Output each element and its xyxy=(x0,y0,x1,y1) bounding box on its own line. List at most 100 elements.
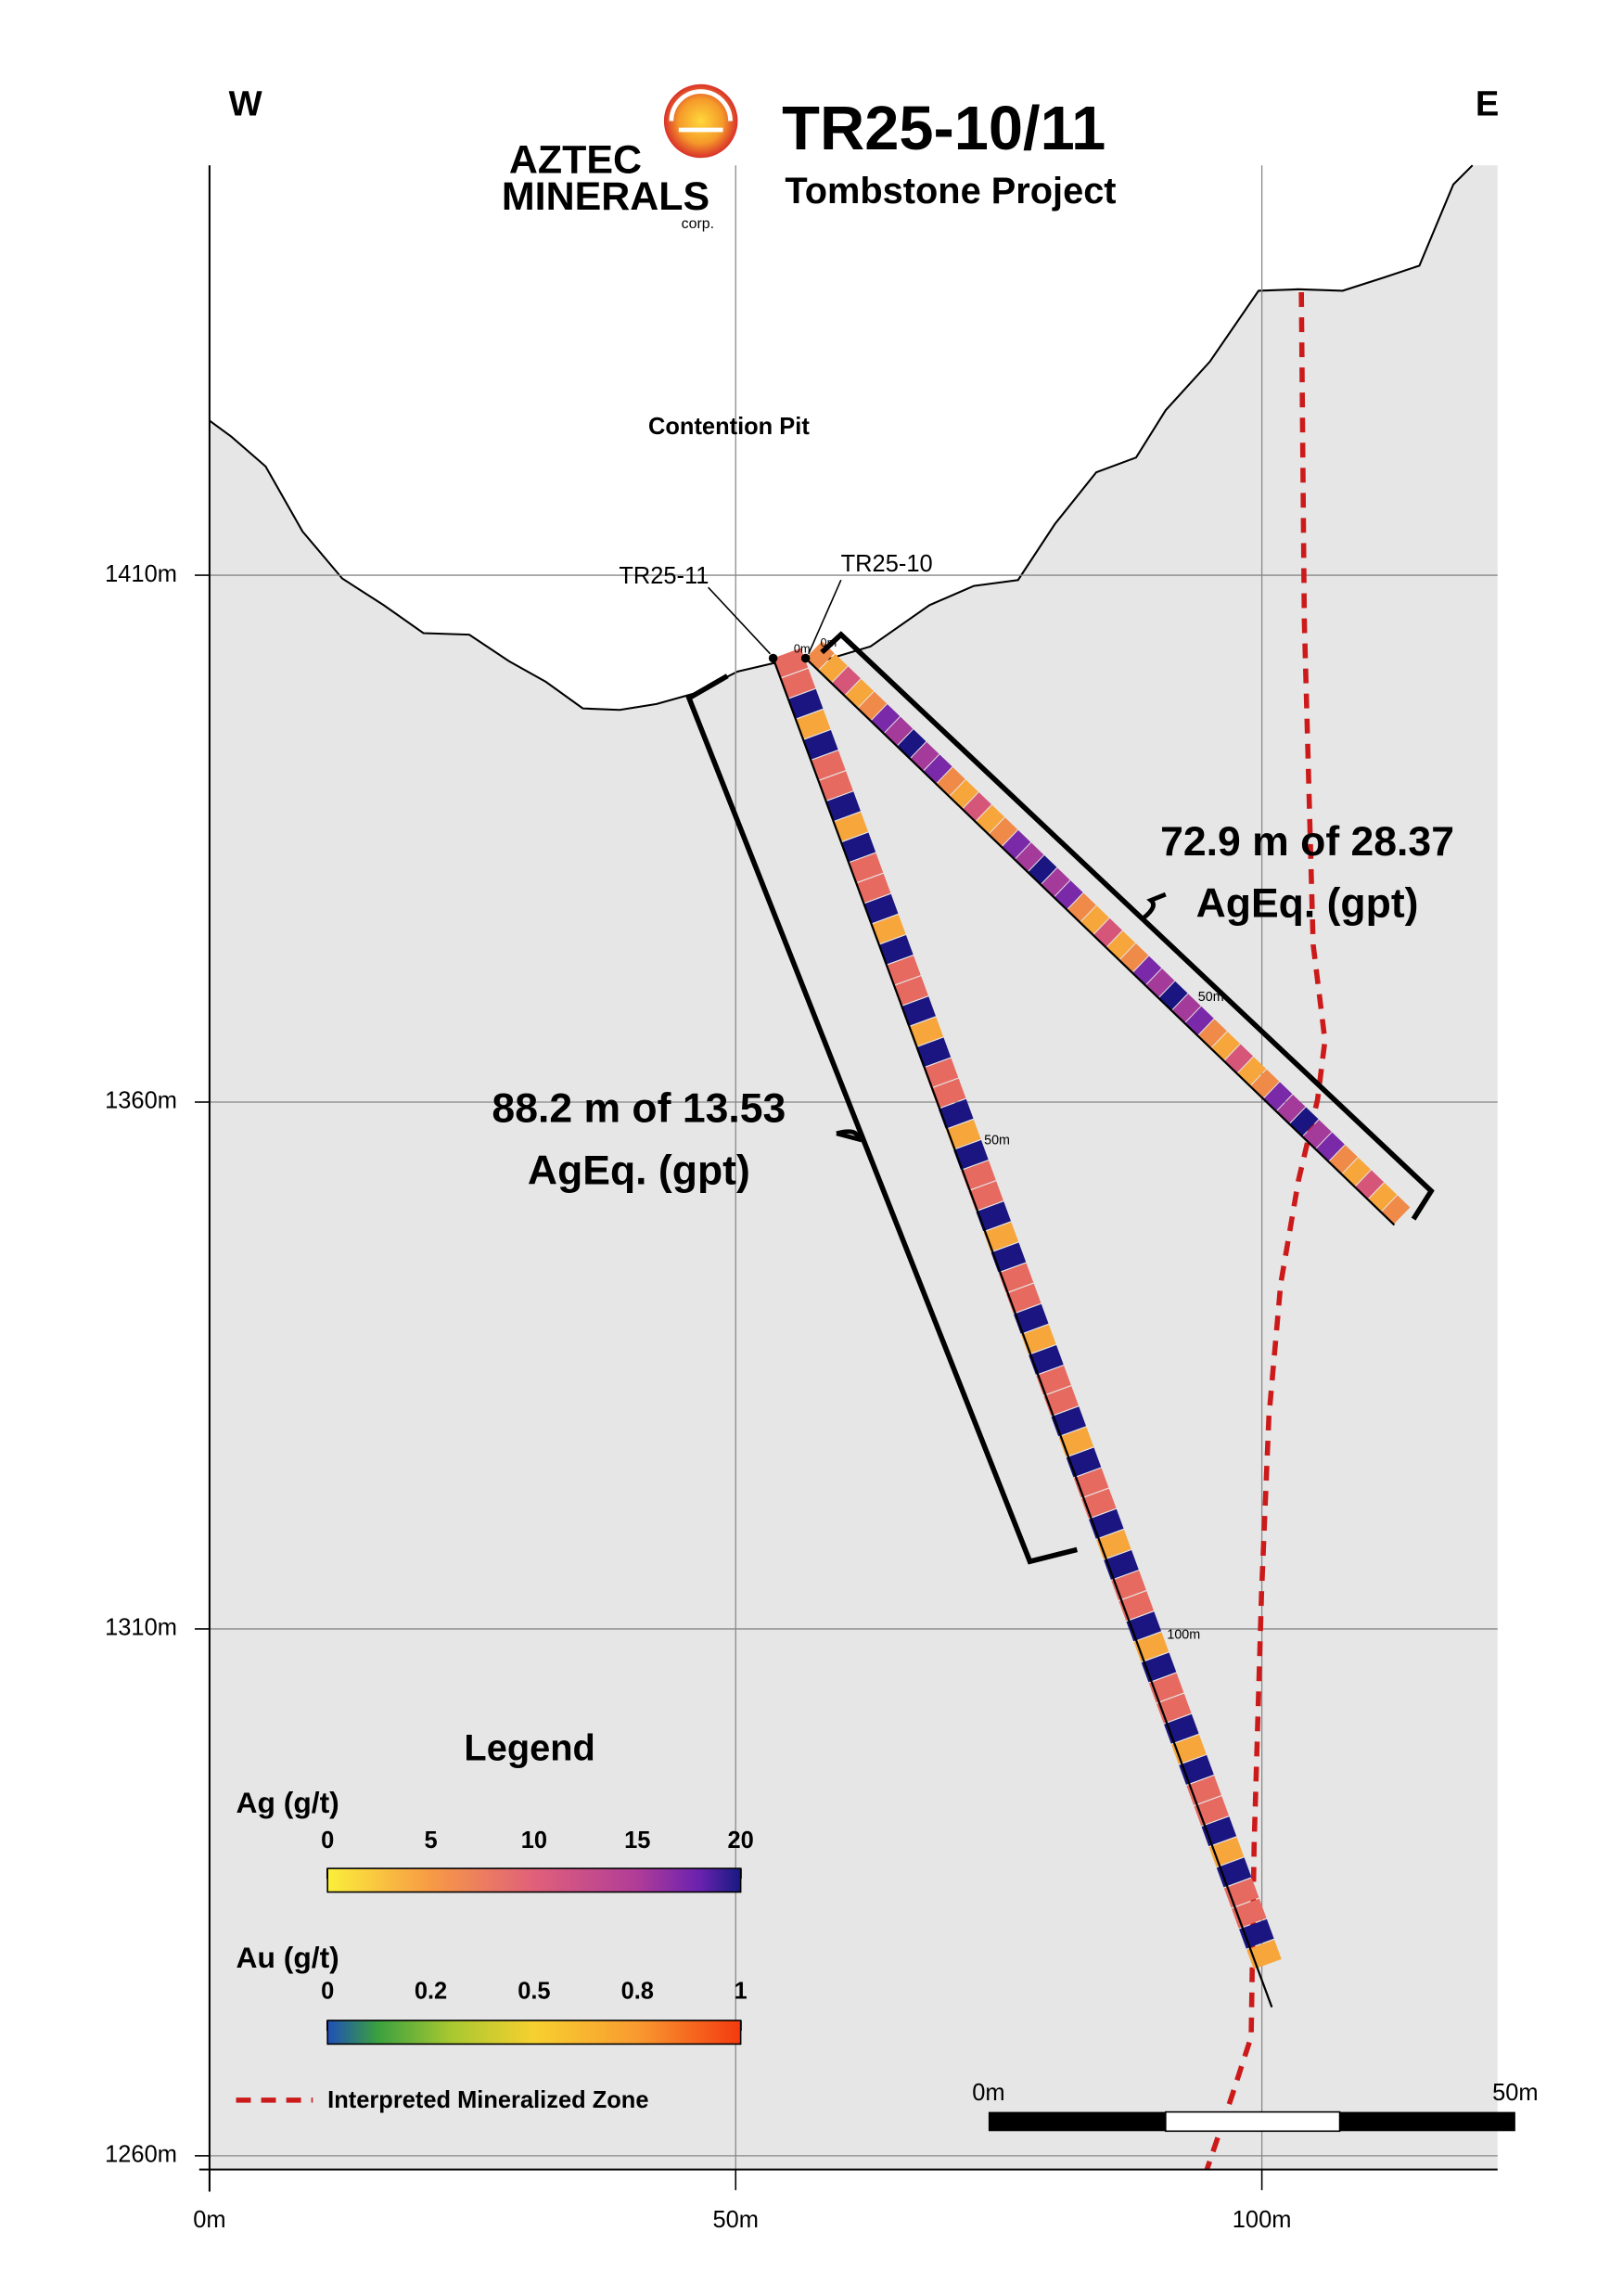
assay-bar xyxy=(1028,855,1057,885)
assay-bar xyxy=(915,1037,952,1068)
legend-tick-label: 15 xyxy=(624,1828,650,1853)
y-tick-label: 1260m xyxy=(105,2142,177,2168)
assay-bar xyxy=(893,976,928,1007)
assay-bar xyxy=(1088,1508,1124,1539)
assay-bar xyxy=(990,1242,1027,1273)
scale-bar xyxy=(1339,2111,1515,2132)
assay-bar xyxy=(938,1098,974,1129)
assay-bar xyxy=(989,817,1018,847)
assay-bar xyxy=(1096,1529,1131,1559)
logo-mark xyxy=(669,89,733,133)
assay-bar xyxy=(923,754,952,784)
hole-label: TR25-11 xyxy=(619,563,709,589)
legend-tick-label: 20 xyxy=(727,1828,753,1853)
assay-bar xyxy=(1111,1571,1146,1600)
assay-bar xyxy=(803,729,838,760)
assay-bar xyxy=(1237,1057,1267,1086)
leader xyxy=(708,586,772,655)
assay-bar xyxy=(1058,1427,1094,1457)
collar xyxy=(768,653,778,663)
legend-tick-label: 10 xyxy=(521,1828,547,1853)
assay-bar xyxy=(1145,968,1175,998)
assay-bar xyxy=(787,688,824,719)
legend-label: Au (g/t) xyxy=(236,1941,339,1974)
assay-bar xyxy=(848,853,884,883)
assay-bar xyxy=(1021,1324,1056,1354)
scale-bar xyxy=(988,2111,1166,2132)
assay-bar xyxy=(1184,1006,1214,1036)
assay-bar xyxy=(871,704,901,734)
assay-bar xyxy=(1132,956,1162,985)
assay-bar xyxy=(1073,1468,1109,1498)
assay-bar xyxy=(1276,1094,1306,1124)
brace xyxy=(836,1129,862,1143)
y-tick-label: 1310m xyxy=(105,1615,177,1641)
x-tick-label: 100m xyxy=(1233,2207,1292,2233)
assay-bar xyxy=(1106,930,1136,960)
assay-bar xyxy=(886,956,921,986)
assay-bar xyxy=(1368,1182,1398,1212)
pit-label: Contention Pit xyxy=(648,414,810,440)
assay-bar xyxy=(910,741,939,772)
legend-tick-label: 0 xyxy=(321,1978,334,2004)
assay-bar xyxy=(863,893,899,924)
x-tick-label: 0m xyxy=(193,2207,225,2233)
orientation-e: E xyxy=(1476,84,1499,124)
leader xyxy=(808,579,842,655)
assay-bar xyxy=(1015,842,1044,872)
assay-bar xyxy=(780,668,816,699)
assay-bar xyxy=(1005,1283,1042,1314)
assay-bar xyxy=(976,1201,1012,1232)
depth-label: 50m xyxy=(984,1134,1010,1148)
assay-bar xyxy=(878,934,914,965)
assay-bar xyxy=(1141,1652,1177,1683)
assay-bar xyxy=(1080,905,1109,935)
hole-label: TR25-10 xyxy=(841,551,933,577)
assay-bar xyxy=(1341,1157,1372,1187)
assay-bar xyxy=(930,1078,966,1109)
assay-bar xyxy=(1224,1044,1254,1073)
assay-bar xyxy=(1013,1303,1049,1334)
assay-bar xyxy=(1126,1611,1162,1642)
assay-bar xyxy=(901,996,936,1027)
assay-bar xyxy=(825,791,861,822)
assay-bar xyxy=(773,648,809,678)
assay-bar xyxy=(1119,943,1149,973)
legend-tick-label: 0.2 xyxy=(415,1978,447,2004)
y-tick-label: 1360m xyxy=(105,1088,177,1114)
depth-label: 0m xyxy=(821,635,837,649)
y-tick-label: 1410m xyxy=(105,561,177,587)
assay-bar xyxy=(1197,1019,1227,1048)
assay-bar xyxy=(884,716,914,746)
assay-bar xyxy=(1002,829,1031,860)
assay-bar xyxy=(844,678,875,709)
assay-bar xyxy=(923,1058,959,1088)
assay-bar xyxy=(1051,1406,1087,1437)
assay-bar xyxy=(1289,1107,1319,1136)
legend-tick-label: 1 xyxy=(735,1978,748,2004)
assay-bar xyxy=(818,771,853,802)
logo-icon xyxy=(663,83,738,159)
x-tick-label: 50m xyxy=(713,2207,759,2233)
assay-bar xyxy=(1302,1120,1332,1149)
assay-bar xyxy=(962,792,991,822)
mineralized-zone xyxy=(1204,291,1328,2171)
assay-bar xyxy=(1093,917,1123,948)
logo-text: MINERALS xyxy=(502,174,709,219)
assay-bar xyxy=(998,1263,1034,1293)
assay-bar xyxy=(1133,1632,1169,1662)
assay-bar xyxy=(949,779,978,809)
scale-bar xyxy=(1165,2110,1341,2133)
assay-bar xyxy=(1054,880,1083,910)
intercept-text: 72.9 m of 28.37 xyxy=(1160,819,1454,865)
assay-bar xyxy=(1036,1366,1071,1396)
collar xyxy=(800,653,811,663)
assay-bar xyxy=(953,1139,989,1170)
orientation-w: W xyxy=(229,84,262,124)
legend-label: Interpreted Mineralized Zone xyxy=(327,2087,648,2113)
assay-bar xyxy=(961,1161,996,1191)
assay-bar xyxy=(833,812,869,842)
scale-label: 0m xyxy=(972,2080,1004,2106)
assay-bar xyxy=(1029,1344,1064,1375)
